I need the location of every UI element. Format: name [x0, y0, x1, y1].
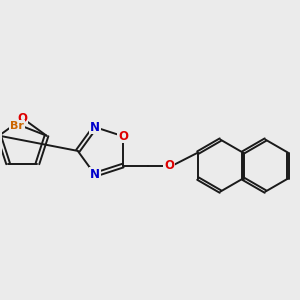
Text: N: N	[90, 121, 100, 134]
Text: O: O	[164, 159, 174, 172]
Text: Br: Br	[10, 121, 24, 131]
Text: N: N	[90, 168, 100, 181]
Text: O: O	[18, 112, 28, 125]
Text: O: O	[118, 130, 128, 143]
